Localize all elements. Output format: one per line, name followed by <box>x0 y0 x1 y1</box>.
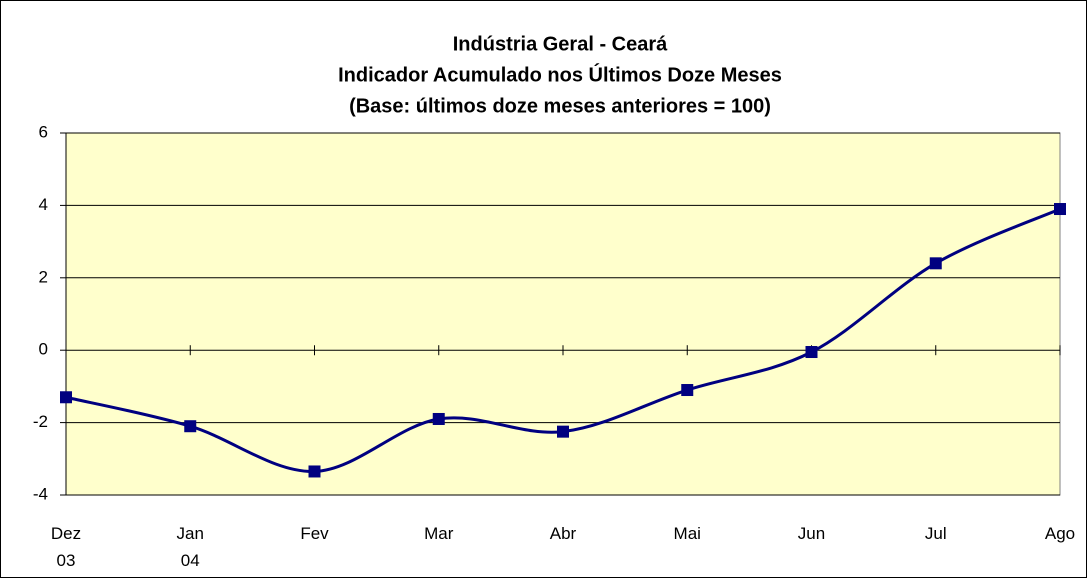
marker <box>557 425 569 438</box>
chart-title: Indústria Geral - Ceará <box>453 33 668 55</box>
plot-area <box>65 132 1061 496</box>
marker <box>432 412 445 425</box>
marker <box>60 391 72 404</box>
x-tick-label: Abr <box>549 524 577 543</box>
x-tick-label: Mai <box>673 524 701 543</box>
x-tick-label: Jan 04 <box>176 524 204 570</box>
y-tick-label: -2 <box>33 412 48 431</box>
x-tick-label: Ago <box>1044 524 1076 543</box>
y-tick-label: 2 <box>39 267 48 286</box>
y-tick-label: -4 <box>33 484 48 503</box>
marker <box>681 384 694 397</box>
marker <box>929 257 942 270</box>
x-tick-label: Jul <box>924 524 947 543</box>
x-tick-label: Jun <box>797 524 826 543</box>
marker <box>308 465 321 478</box>
chart-title: Indicador Acumulado nos Últimos Doze Mes… <box>338 62 782 86</box>
x-tick-label: Mar <box>424 524 454 543</box>
y-tick-label: 6 <box>39 122 48 141</box>
x-tick-label: Fev <box>300 524 329 543</box>
y-tick-label: 0 <box>39 340 48 359</box>
marker <box>1054 203 1066 216</box>
marker <box>184 420 197 433</box>
x-tick-label: Dez 03 <box>50 524 82 570</box>
chart-title: (Base: últimos doze meses anteriores = 1… <box>349 95 771 117</box>
y-tick-label: 4 <box>39 195 48 214</box>
marker <box>805 346 818 359</box>
